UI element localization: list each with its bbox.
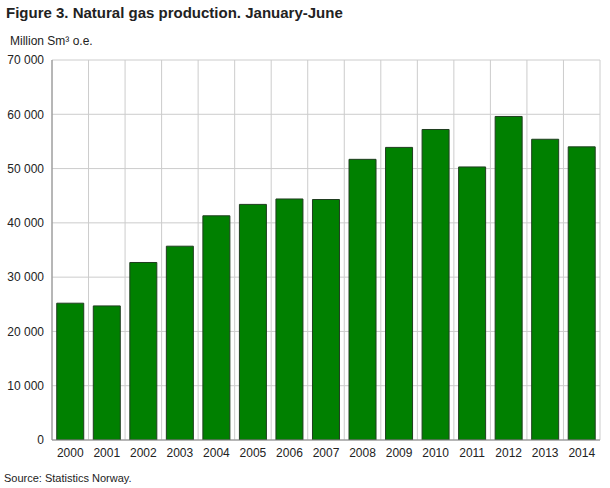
html-text:Figure 3. Natural gas producti: Figure 3. Natural gas production. Januar… — [6, 4, 343, 21]
svg-text:40 000: 40 000 — [8, 216, 44, 230]
svg-text:2008: 2008 — [349, 446, 376, 460]
svg-text:30 000: 30 000 — [8, 270, 44, 284]
svg-text:2003: 2003 — [167, 446, 194, 460]
svg-text:2002: 2002 — [130, 446, 157, 460]
svg-text:2000: 2000 — [57, 446, 84, 460]
html-text:Source: Statistics Norway.: Source: Statistics Norway. — [4, 472, 132, 484]
svg-text:2010: 2010 — [422, 446, 449, 460]
svg-text:2007: 2007 — [313, 446, 340, 460]
svg-text:2014: 2014 — [568, 446, 595, 460]
svg-text:70 000: 70 000 — [8, 53, 44, 67]
svg-text:2004: 2004 — [203, 446, 230, 460]
svg-text:2001: 2001 — [93, 446, 120, 460]
svg-text:60 000: 60 000 — [8, 108, 44, 122]
svg-text:10 000: 10 000 — [8, 379, 44, 393]
svg-text:2012: 2012 — [495, 446, 522, 460]
svg-text:0: 0 — [37, 433, 44, 447]
svg-text:2005: 2005 — [240, 446, 267, 460]
svg-text:2011: 2011 — [459, 446, 485, 460]
svg-text:20 000: 20 000 — [8, 325, 44, 339]
svg-text:2009: 2009 — [386, 446, 413, 460]
svg-text:2013: 2013 — [532, 446, 559, 460]
svg-text:50 000: 50 000 — [8, 162, 44, 176]
svg-text:2006: 2006 — [276, 446, 303, 460]
html-text:Million Sm³ o.e.: Million Sm³ o.e. — [10, 34, 93, 48]
